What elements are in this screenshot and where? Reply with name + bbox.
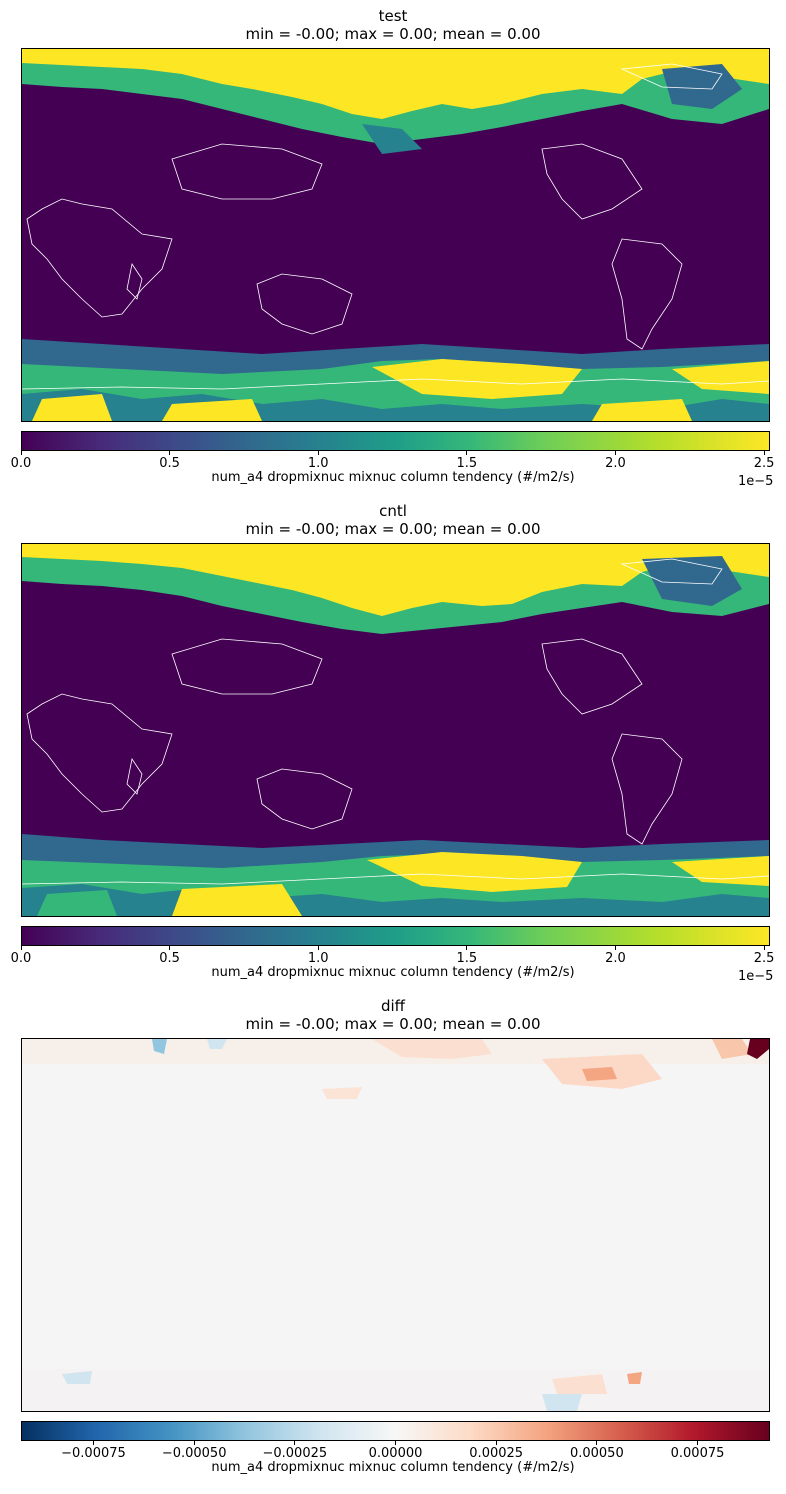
diff-colorbar-tick: [495, 1441, 497, 1445]
diff-map: [21, 1038, 770, 1412]
diff-colorbar-tick-label: 0.00025: [469, 1446, 524, 1461]
test-colorbar-tick: [169, 451, 171, 455]
test-colorbar-tick: [614, 451, 616, 455]
diff-colorbar-label: num_a4 dropmixnuc mixnuc column tendency…: [211, 1460, 575, 1475]
diff-colorbar: [21, 1421, 770, 1441]
test-colorbar-exponent: 1e−5: [738, 474, 774, 489]
test-colorbar-tick-label: 0.0: [10, 456, 32, 471]
cntl-colorbar-tick-label: 2.0: [605, 951, 626, 966]
test-colorbar-label: num_a4 dropmixnuc mixnuc column tendency…: [211, 470, 575, 485]
cntl-colorbar: [21, 926, 770, 946]
test-colorbar-tick: [763, 451, 765, 455]
cntl-colorbar-tick: [20, 946, 22, 950]
cntl-subtitle: min = -0.00; max = 0.00; mean = 0.00: [245, 520, 541, 538]
diff-colorbar-tick: [697, 1441, 699, 1445]
cntl-colorbar-tick: [317, 946, 319, 950]
cntl-colorbar-tick-label: 1.0: [307, 951, 329, 966]
test-colorbar-tick: [20, 451, 22, 455]
test-colorbar-tick: [317, 451, 319, 455]
diff-colorbar-tick-label: 0.00000: [368, 1446, 423, 1461]
cntl-colorbar-exponent: 1e−5: [738, 969, 774, 984]
cntl-colorbar-tick: [763, 946, 765, 950]
test-colorbar-tick-label: 2.5: [753, 456, 775, 471]
cntl-title: cntl: [379, 502, 407, 520]
diff-colorbar-tick: [294, 1441, 296, 1445]
diff-colorbar-tick-label: −0.00050: [161, 1446, 227, 1461]
cntl-colorbar-tick: [614, 946, 616, 950]
diff-subtitle: min = -0.00; max = 0.00; mean = 0.00: [245, 1015, 541, 1033]
diff-colorbar-tick: [596, 1441, 598, 1445]
diff-title: diff: [380, 997, 406, 1015]
test-colorbar-tick-label: 0.5: [159, 456, 180, 471]
test-colorbar-tick-label: 1.5: [456, 456, 478, 471]
diff-colorbar-tick: [193, 1441, 195, 1445]
diff-colorbar-tick-label: 0.00075: [670, 1446, 725, 1461]
diff-colorbar-tick-label: 0.00050: [569, 1446, 624, 1461]
cntl-map: [21, 543, 770, 917]
cntl-colorbar-tick-label: 1.5: [456, 951, 478, 966]
diff-colorbar-tick: [395, 1441, 396, 1445]
cntl-colorbar-tick-label: 2.5: [753, 951, 775, 966]
diff-colorbar-tick: [92, 1441, 94, 1445]
cntl-colorbar-tick-label: 0.5: [159, 951, 180, 966]
diff-colorbar-tick-label: −0.00075: [61, 1446, 126, 1461]
test-title: test: [378, 7, 408, 25]
cntl-colorbar-tick: [169, 946, 171, 950]
test-colorbar-tick-label: 2.0: [605, 456, 626, 471]
cntl-colorbar-label: num_a4 dropmixnuc mixnuc column tendency…: [211, 965, 575, 980]
test-colorbar-tick-label: 1.0: [307, 456, 329, 471]
test-colorbar-tick: [466, 451, 468, 455]
test-colorbar: [21, 431, 770, 451]
diff-colorbar-tick-label: −0.00025: [262, 1446, 328, 1461]
cntl-colorbar-tick-label: 0.0: [10, 951, 32, 966]
cntl-colorbar-tick: [466, 946, 468, 950]
test-map: [21, 48, 770, 422]
test-subtitle: min = -0.00; max = 0.00; mean = 0.00: [245, 25, 541, 43]
